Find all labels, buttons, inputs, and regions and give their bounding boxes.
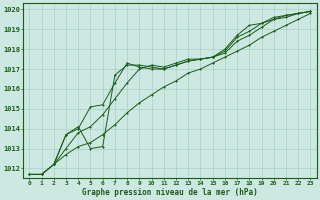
X-axis label: Graphe pression niveau de la mer (hPa): Graphe pression niveau de la mer (hPa) <box>82 188 258 197</box>
